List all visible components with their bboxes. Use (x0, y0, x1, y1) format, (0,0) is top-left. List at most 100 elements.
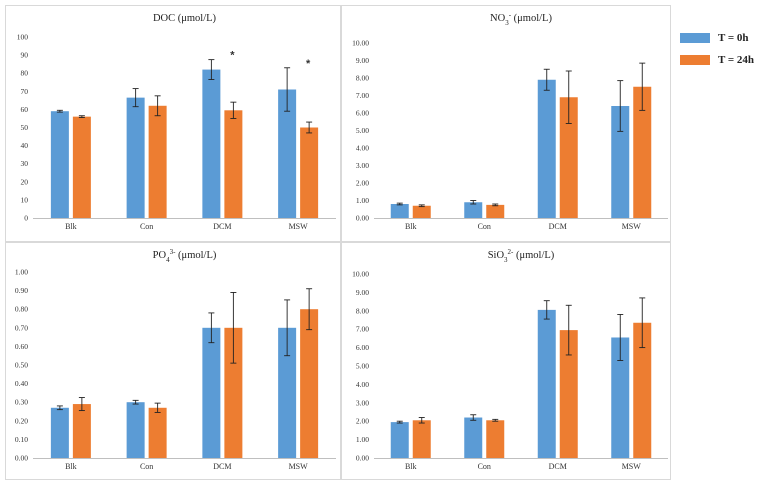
bar-t0-con (464, 417, 483, 458)
x-category-label: Con (140, 462, 153, 471)
x-category-label: Con (140, 222, 153, 231)
significance-marker: * (230, 50, 235, 62)
bar-t24-blk (412, 420, 431, 458)
y-tick-label: 4.00 (356, 144, 369, 153)
chart-panel-sio3: SiO32- (μmol/L) 0.00 1.00 2.00 3.00 4.00 5.00 6… (341, 242, 671, 480)
bar-t0-msw (278, 327, 297, 458)
x-category-label: MSW (289, 222, 309, 231)
bar-t0-blk (50, 407, 69, 458)
y-tick-label: 3.00 (356, 161, 369, 170)
y-tick-label: 0.00 (15, 454, 28, 463)
y-tick-label: 60 (21, 105, 29, 114)
x-category-label: DCM (549, 462, 567, 471)
y-tick-label: 30 (21, 159, 29, 168)
y-tick-label: 0.20 (15, 416, 28, 425)
y-tick-label: 0.90 (15, 286, 28, 295)
y-tick-label: 1.00 (356, 196, 369, 205)
legend-swatch-t24 (680, 55, 710, 65)
y-tick-label: 0.80 (15, 305, 28, 314)
x-category-label: Con (478, 462, 491, 471)
bar-t0-con (126, 402, 145, 458)
chart-title: SiO32- (μmol/L) (488, 248, 555, 264)
x-category-label: Con (478, 222, 491, 231)
bar-t24-dcm (224, 110, 243, 218)
bar-t0-con (126, 97, 145, 218)
y-tick-label: 1.00 (356, 435, 369, 444)
bar-t0-blk (50, 111, 69, 218)
x-category-label: MSW (622, 462, 642, 471)
bar-t0-blk (390, 422, 409, 458)
y-tick-label: 3.00 (356, 398, 369, 407)
bar-t24-dcm (559, 330, 578, 458)
bar-t0-msw (278, 89, 297, 219)
y-tick-label: 0.40 (15, 379, 28, 388)
y-tick-label: 70 (21, 87, 29, 96)
y-tick-label: 10 (21, 195, 29, 204)
y-tick-label: 0.70 (15, 323, 28, 332)
y-tick-label: 40 (21, 141, 29, 150)
chart-title: DOC (μmol/L) (153, 13, 217, 24)
x-category-label: DCM (549, 222, 567, 231)
y-tick-label: 10.00 (352, 270, 369, 279)
x-category-label: Blk (65, 462, 77, 471)
chart-panel-doc: DOC (μmol/L) 0 10 20 30 40 50 60 70 80 90 100 Blk Con… (5, 5, 341, 242)
x-category-label: MSW (289, 462, 309, 471)
bar-t0-msw (611, 337, 630, 458)
bar-t0-dcm (537, 309, 556, 458)
bar-t24-con (148, 407, 167, 458)
bar-t24-blk (72, 404, 91, 458)
x-category-label: MSW (622, 222, 642, 231)
bar-t0-msw (611, 106, 630, 218)
y-tick-label: 90 (21, 51, 29, 60)
y-tick-label: 5.00 (356, 362, 369, 371)
y-tick-label: 7.00 (356, 325, 369, 334)
chart-panel-no3: NO3- (μmol/L) 0.00 1.00 2.00 3.00 4.00 5.00 6.0… (341, 5, 671, 242)
legend-label-t0: T = 0h (718, 32, 749, 44)
chart-panel-po4: PO43- (μmol/L) 0.00 0.10 0.20 0.30 0.40 0.50 0.… (5, 242, 341, 480)
bar-t24-blk (412, 205, 431, 218)
y-tick-label: 0.10 (15, 435, 28, 444)
y-tick-label: 10.00 (352, 39, 369, 48)
y-tick-label: 2.00 (356, 179, 369, 188)
y-tick-label: 50 (21, 123, 29, 132)
y-tick-label: 9.00 (356, 56, 369, 65)
y-tick-label: 1.00 (15, 268, 28, 277)
x-category-label: Blk (405, 222, 417, 231)
legend: T = 0h T = 24h (680, 30, 756, 74)
y-tick-label: 80 (21, 69, 29, 78)
y-tick-label: 9.00 (356, 288, 369, 297)
y-tick-label: 4.00 (356, 380, 369, 389)
bar-t24-dcm (559, 97, 578, 218)
bar-t0-dcm (202, 327, 221, 458)
bar-t24-con (486, 204, 505, 218)
chart-title: NO3- (μmol/L) (490, 11, 552, 27)
y-tick-label: 5.00 (356, 126, 369, 135)
bar-t24-msw (300, 127, 319, 218)
y-tick-label: 20 (21, 177, 29, 186)
y-tick-label: 8.00 (356, 74, 369, 83)
x-category-label: DCM (213, 222, 231, 231)
x-category-label: DCM (213, 462, 231, 471)
bar-t24-blk (72, 116, 91, 218)
y-tick-label: 100 (17, 33, 29, 42)
y-tick-label: 6.00 (356, 343, 369, 352)
y-tick-label: 0.30 (15, 398, 28, 407)
bar-t24-msw (633, 322, 652, 458)
x-category-label: Blk (405, 462, 417, 471)
legend-item-t0: T = 0h (680, 30, 756, 46)
bar-t24-con (486, 420, 505, 458)
y-tick-label: 2.00 (356, 417, 369, 426)
y-tick-label: 0 (24, 214, 28, 223)
bar-t24-msw (300, 309, 319, 458)
chart-title: PO43- (μmol/L) (153, 248, 217, 264)
legend-swatch-t0 (680, 33, 710, 43)
bar-t24-dcm (224, 327, 243, 458)
bar-t24-con (148, 105, 167, 218)
y-tick-label: 6.00 (356, 109, 369, 118)
legend-label-t24: T = 24h (718, 54, 755, 66)
y-tick-label: 7.00 (356, 91, 369, 100)
bar-t0-dcm (202, 69, 221, 218)
legend-item-t24: T = 24h (680, 52, 756, 68)
bar-t24-msw (633, 86, 652, 218)
